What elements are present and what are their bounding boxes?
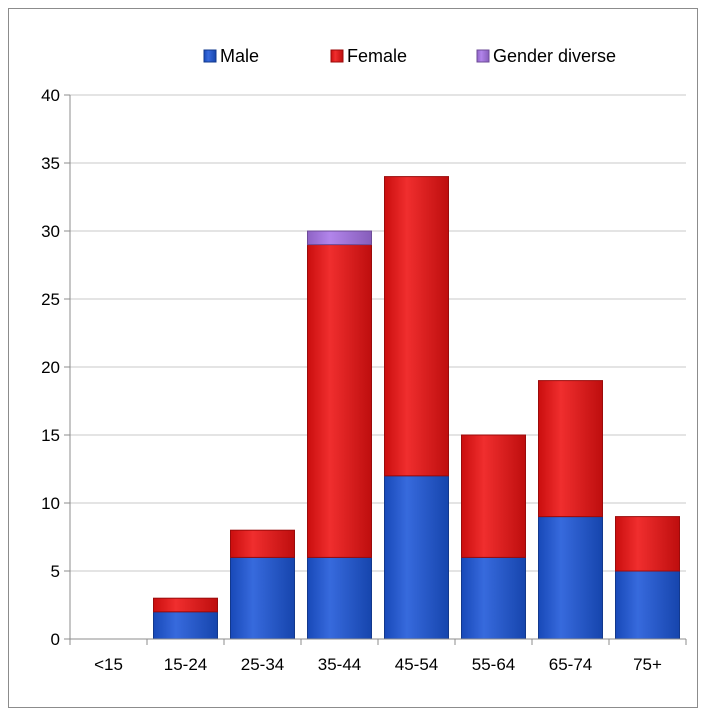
bar-segment-male <box>230 556 295 640</box>
gridlines <box>70 94 686 572</box>
y-tick-label: 40 <box>41 86 60 105</box>
y-tick-label: 25 <box>41 290 60 309</box>
bar-segment-male <box>615 570 680 640</box>
legend-item: Male <box>203 46 259 66</box>
legend-item: Gender diverse <box>476 46 616 66</box>
bar-segment-female <box>384 176 449 477</box>
legend-label: Male <box>220 46 259 66</box>
legend: Male Female Gender diverse <box>203 46 616 66</box>
y-tick-label: 15 <box>41 426 60 445</box>
bar-segment-female <box>307 244 372 558</box>
legend-label: Gender diverse <box>493 46 616 66</box>
legend-swatch <box>203 49 217 63</box>
x-tick-label: 75+ <box>633 655 662 674</box>
y-tick-label: 0 <box>51 630 60 649</box>
stacked-bar-chart: 0 5 10 15 20 25 30 35 40 <15 15-24 25-34 35-44 45-54 5… <box>41 46 687 674</box>
bar-segment-male <box>384 475 449 640</box>
bar-segment-female <box>615 516 680 572</box>
bar-segment-male <box>461 556 526 640</box>
bar-segment-gender-diverse <box>307 230 372 246</box>
bar-segment-female <box>538 380 603 518</box>
bar-segment-male <box>153 611 218 640</box>
x-tick-label: 15-24 <box>164 655 207 674</box>
bar-segment-female <box>461 434 526 558</box>
x-tick-label: 25-34 <box>241 655 284 674</box>
legend-swatch <box>330 49 344 63</box>
x-tick-label: 55-64 <box>472 655 515 674</box>
bar-segment-male <box>307 556 372 640</box>
y-tick-label: 10 <box>41 494 60 513</box>
y-tick-label: 35 <box>41 154 60 173</box>
bar-segment-female <box>153 597 218 613</box>
y-tick-label: 30 <box>41 222 60 241</box>
chart-frame: 0 5 10 15 20 25 30 35 40 <15 15-24 25-34 35-44 45-54 5… <box>8 8 698 708</box>
y-tick-label: 20 <box>41 358 60 377</box>
y-tick-label: 5 <box>51 562 60 581</box>
axes: 0 5 10 15 20 25 30 35 40 <15 15-24 25-34 35-44 45-54 5… <box>41 86 687 674</box>
legend-swatch <box>476 49 490 63</box>
x-tick-label: <15 <box>94 655 123 674</box>
x-tick-label: 45-54 <box>395 655 438 674</box>
bars <box>153 176 680 640</box>
legend-label: Female <box>347 46 407 66</box>
x-tick-label: 35-44 <box>318 655 361 674</box>
bar-segment-female <box>230 529 295 558</box>
x-tick-label: 65-74 <box>549 655 592 674</box>
bar-segment-male <box>538 516 603 640</box>
legend-item: Female <box>330 46 407 66</box>
